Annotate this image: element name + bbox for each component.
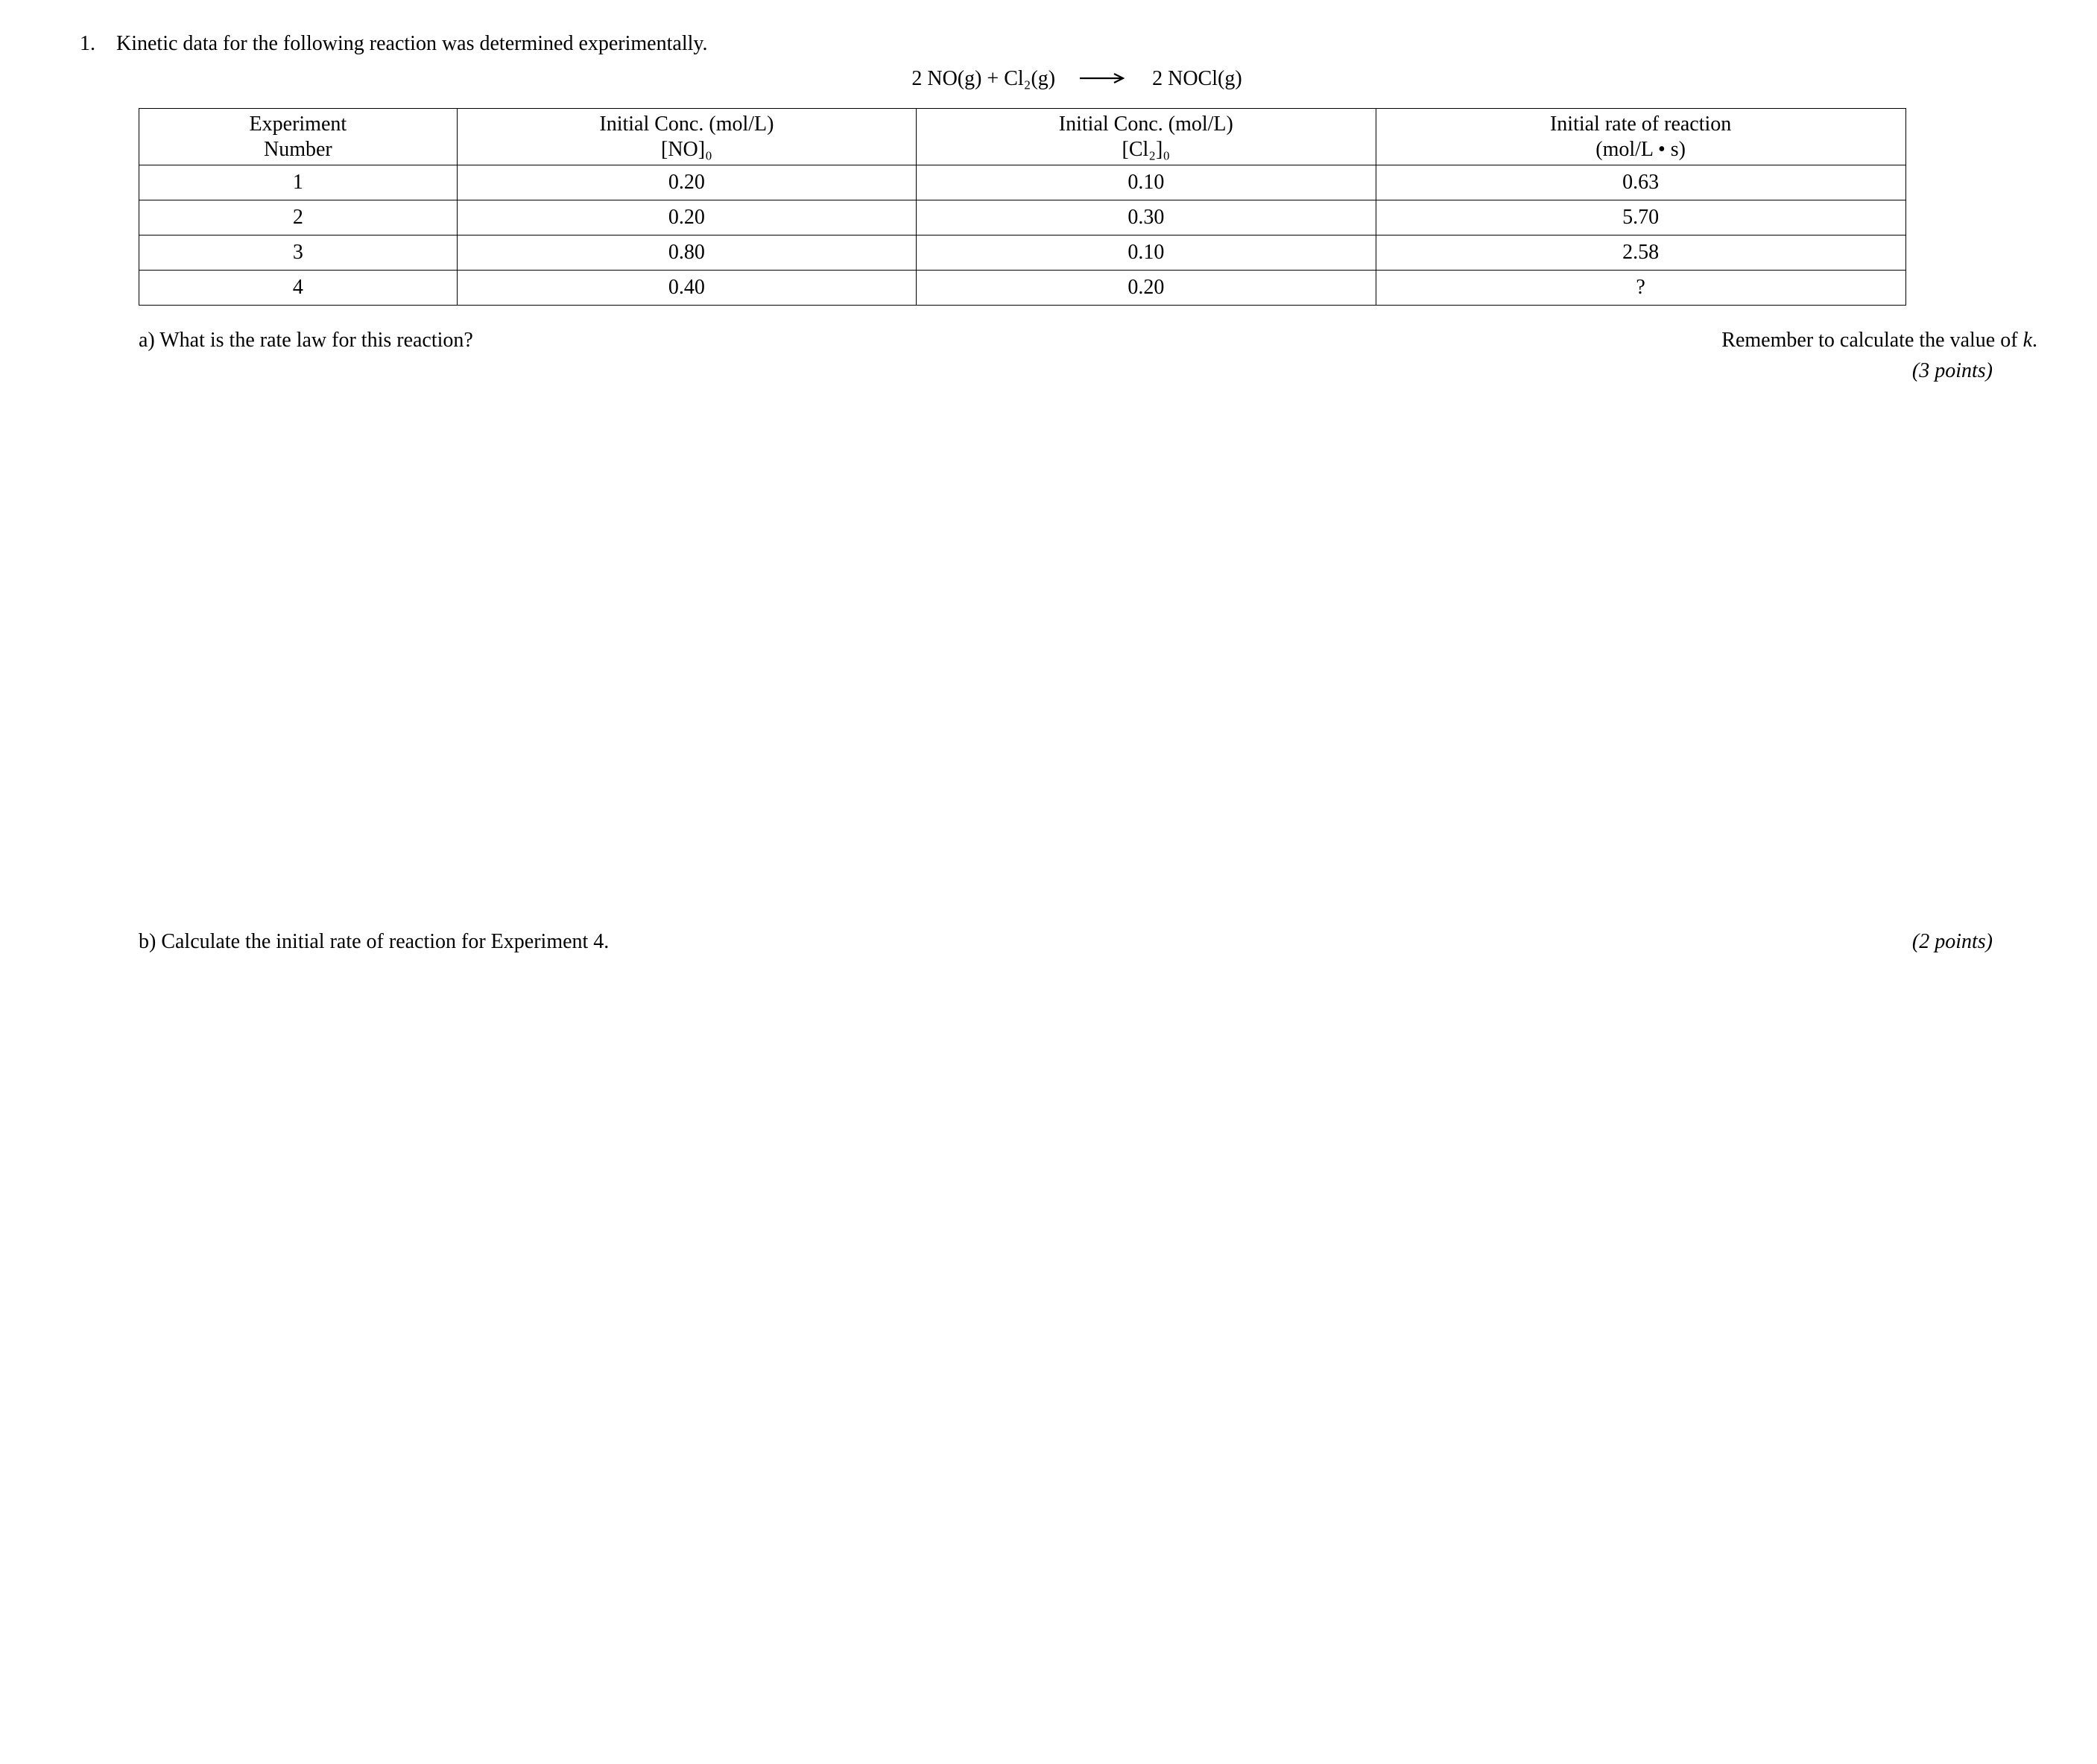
th-line: (mol/L • s) (1595, 138, 1686, 161)
reminder-text: Remember to calculate the value of (1721, 329, 2022, 352)
th-rate: Initial rate of reaction (mol/L • s) (1376, 109, 1905, 165)
question-body: Kinetic data for the following reaction … (116, 30, 2037, 959)
cell: 0.30 (917, 200, 1376, 235)
part-b-points: (2 points) (1912, 928, 1993, 956)
data-table: Experiment Number Initial Conc. (mol/L) … (139, 108, 1906, 305)
th-line: Initial Conc. (mol/L) (1059, 113, 1233, 136)
th-experiment: Experiment Number (139, 109, 458, 165)
table-header-row: Experiment Number Initial Conc. (mol/L) … (139, 109, 1906, 165)
th-no-conc: Initial Conc. (mol/L) [NO]₀ (457, 109, 916, 165)
cell: 0.20 (457, 200, 916, 235)
part-b-prompt: b) Calculate the initial rate of reactio… (139, 928, 609, 956)
cell: 4 (139, 270, 458, 305)
part-a-reminder: Remember to calculate the value of k. (1721, 326, 2037, 355)
cell: 0.20 (917, 270, 1376, 305)
cell: 0.63 (1376, 165, 1905, 200)
arrow-icon (1078, 65, 1129, 93)
cell: 2 (139, 200, 458, 235)
th-line: Initial Conc. (mol/L) (599, 113, 774, 136)
cell: 3 (139, 235, 458, 271)
th-line: Experiment (250, 113, 347, 136)
cell: 0.40 (457, 270, 916, 305)
question-number: 1. (60, 30, 95, 58)
reminder-suffix: . (2032, 329, 2037, 352)
table-row: 1 0.20 0.10 0.63 (139, 165, 1906, 200)
page: 1. Kinetic data for the following reacti… (60, 30, 2037, 959)
equation-left: 2 NO(g) + Cl₂(g) (911, 65, 1055, 93)
question-intro: Kinetic data for the following reaction … (116, 30, 2037, 58)
question-block: 1. Kinetic data for the following reacti… (60, 30, 2037, 959)
cell: 5.70 (1376, 200, 1905, 235)
equation-right: 2 NOCl(g) (1152, 65, 1242, 93)
th-cl2-conc: Initial Conc. (mol/L) [Cl₂]₀ (917, 109, 1376, 165)
th-line: [Cl₂]₀ (1122, 138, 1171, 161)
table-row: 3 0.80 0.10 2.58 (139, 235, 1906, 271)
cell: 2.58 (1376, 235, 1905, 271)
reaction-equation: 2 NO(g) + Cl₂(g) 2 NOCl(g) (116, 64, 2037, 93)
reminder-var: k (2023, 329, 2032, 352)
cell: 1 (139, 165, 458, 200)
th-line: Initial rate of reaction (1550, 113, 1731, 136)
cell: 0.80 (457, 235, 916, 271)
table-row: 2 0.20 0.30 5.70 (139, 200, 1906, 235)
cell: 0.10 (917, 165, 1376, 200)
part-a-points: (3 points) (116, 357, 1993, 385)
part-b-row: b) Calculate the initial rate of reactio… (139, 928, 2037, 956)
table-body: 1 0.20 0.10 0.63 2 0.20 0.30 5.70 3 0.80 (139, 165, 1906, 305)
cell: 0.10 (917, 235, 1376, 271)
th-line: Number (264, 138, 332, 161)
table-row: 4 0.40 0.20 ? (139, 270, 1906, 305)
answer-space-a (116, 385, 2037, 922)
part-a-row: a) What is the rate law for this reactio… (139, 326, 2037, 355)
cell: ? (1376, 270, 1905, 305)
cell: 0.20 (457, 165, 916, 200)
part-a-prompt: a) What is the rate law for this reactio… (139, 326, 473, 355)
th-line: [NO]₀ (661, 138, 712, 161)
